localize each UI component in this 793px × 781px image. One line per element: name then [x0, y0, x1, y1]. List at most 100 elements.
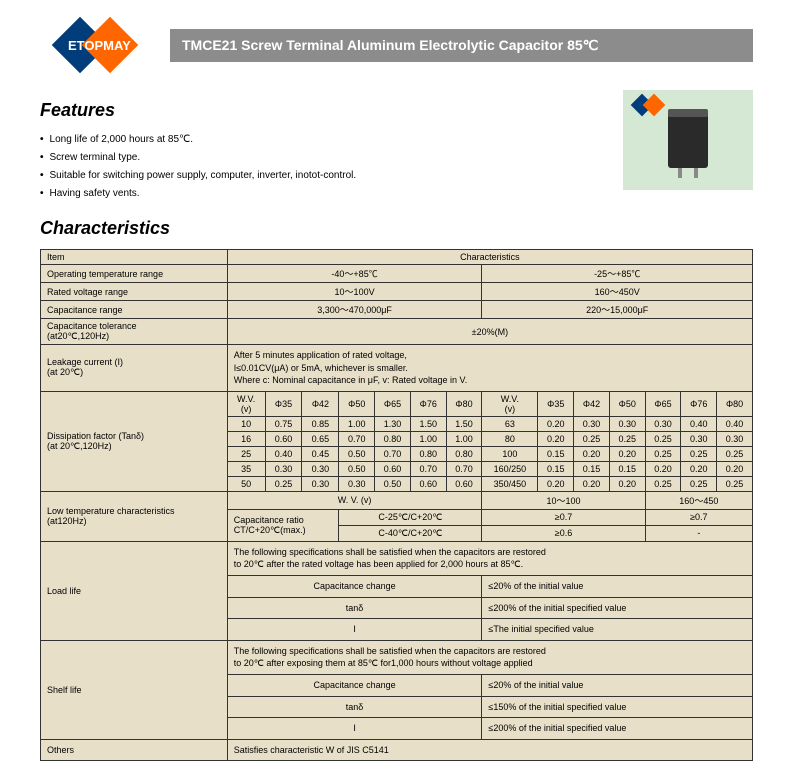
diss-val: 1.30 [375, 416, 411, 431]
op-temp-label: Operating temperature range [41, 265, 228, 283]
ll-i: I [227, 619, 482, 641]
others-v: Satisfies characteristic W of JIS C5141 [227, 739, 752, 761]
lt-r1-v1: ≥0.7 [482, 509, 645, 525]
others-label: Others [41, 739, 228, 761]
lt-r1-v2: ≥0.7 [645, 509, 752, 525]
diss-val: 0.50 [375, 476, 411, 491]
diss-val: 0.25 [681, 446, 717, 461]
dissipation-label: Dissipation factor (Tanδ) (at 20℃,120Hz) [41, 391, 228, 491]
diss-val: 0.25 [645, 476, 681, 491]
diss-val: 0.30 [339, 476, 375, 491]
op-temp-v1: -40～+85℃ [227, 265, 482, 283]
feature-item: Suitable for switching power supply, com… [40, 167, 356, 185]
diss-val: 0.25 [645, 446, 681, 461]
diss-val: 0.50 [339, 461, 375, 476]
diss-val: 0.30 [645, 416, 681, 431]
diss-val: 0.70 [339, 431, 375, 446]
diss-hl-0: Φ35 [265, 391, 302, 416]
diss-val: 0.60 [375, 461, 411, 476]
header: ETOPMAY TMCE21 Screw Terminal Aluminum E… [40, 20, 753, 70]
diss-val: 0.25 [265, 476, 302, 491]
diss-val: 0.30 [717, 431, 753, 446]
cap-range-v2: 220～15,000μF [482, 301, 753, 319]
diss-val: 1.00 [339, 416, 375, 431]
lt-r2-v2: - [645, 525, 752, 541]
diss-val: 0.30 [574, 416, 610, 431]
lt-r2-v1: ≥0.6 [482, 525, 645, 541]
sl-i-v: ≤200% of the initial specified value [482, 718, 753, 740]
diss-wv-l: 35 [227, 461, 265, 476]
diss-val: 0.25 [717, 446, 753, 461]
diss-val: 0.45 [302, 446, 339, 461]
shelf-life-note: The following specifications shall be sa… [227, 640, 752, 674]
diss-hr-2: Φ50 [609, 391, 645, 416]
feature-item: Screw terminal type. [40, 149, 356, 167]
diss-hr-5: Φ80 [717, 391, 753, 416]
diss-val: 0.70 [446, 461, 482, 476]
ll-cap-change-v: ≤20% of the initial value [482, 575, 753, 597]
diss-val: 0.15 [574, 461, 610, 476]
diss-val: 0.30 [302, 461, 339, 476]
diss-val: 0.85 [302, 416, 339, 431]
diss-val: 0.20 [574, 446, 610, 461]
diss-wv-l: 10 [227, 416, 265, 431]
rated-v-label: Rated voltage range [41, 283, 228, 301]
low-temp-label: Low temperature characteristics (at120Hz… [41, 491, 228, 541]
diss-val: 0.20 [538, 476, 574, 491]
diss-val: 0.30 [302, 476, 339, 491]
diss-val: 0.75 [265, 416, 302, 431]
sl-cap-change-v: ≤20% of the initial value [482, 674, 753, 696]
wv-head-left: W.V. (v) [227, 391, 265, 416]
page: ETOPMAY TMCE21 Screw Terminal Aluminum E… [0, 0, 793, 781]
features-row: Features Long life of 2,000 hours at 85℃… [40, 90, 753, 203]
diss-val: 0.15 [538, 446, 574, 461]
ll-tan: tanδ [227, 597, 482, 619]
lt-r2-label: C-40℃/C+20℃ [339, 525, 482, 541]
diss-wv-l: 16 [227, 431, 265, 446]
characteristics-heading: Characteristics [40, 218, 753, 239]
leakage-label: Leakage current (I) (at 20℃) [41, 345, 228, 392]
diss-wv-r: 63 [482, 416, 538, 431]
logo: ETOPMAY [40, 20, 160, 70]
diss-hl-5: Φ80 [446, 391, 482, 416]
diss-val: 0.20 [609, 446, 645, 461]
diss-val: 1.00 [410, 431, 446, 446]
sl-cap-change: Capacitance change [227, 674, 482, 696]
lt-range2: 160～450 [645, 491, 752, 509]
cap-tol-label: Capacitance tolerance (at20℃,120Hz) [41, 319, 228, 345]
leakage-note: After 5 minutes application of rated vol… [227, 345, 752, 392]
diss-val: 0.70 [410, 461, 446, 476]
diss-val: 0.65 [302, 431, 339, 446]
diss-wv-r: 160/250 [482, 461, 538, 476]
rated-v-v2: 160～450V [482, 283, 753, 301]
diss-hl-4: Φ76 [410, 391, 446, 416]
diss-val: 1.50 [446, 416, 482, 431]
sl-tan: tanδ [227, 696, 482, 718]
ll-cap-change: Capacitance change [227, 575, 482, 597]
diss-val: 0.25 [574, 431, 610, 446]
diss-val: 0.80 [410, 446, 446, 461]
rated-v-v1: 10～100V [227, 283, 482, 301]
cap-range-v1: 3,300～470,000μF [227, 301, 482, 319]
col-item: Item [41, 250, 228, 265]
diss-val: 0.30 [681, 431, 717, 446]
diss-val: 1.00 [446, 431, 482, 446]
sl-tan-v: ≤150% of the initial specified value [482, 696, 753, 718]
lt-r1-label: C-25℃/C+20℃ [339, 509, 482, 525]
diss-wv-l: 50 [227, 476, 265, 491]
diss-val: 0.25 [681, 476, 717, 491]
diss-val: 0.20 [717, 461, 753, 476]
diss-val: 0.25 [609, 431, 645, 446]
feature-item: Having safety vents. [40, 185, 356, 203]
capacitor-icon [668, 113, 708, 168]
diss-hl-2: Φ50 [339, 391, 375, 416]
diss-val: 0.50 [339, 446, 375, 461]
diss-val: 0.20 [609, 476, 645, 491]
diss-val: 0.15 [609, 461, 645, 476]
wv-head: W. V. (v) [227, 491, 482, 509]
diss-wv-r: 350/450 [482, 476, 538, 491]
ll-i-v: ≤The initial specified value [482, 619, 753, 641]
diss-val: 0.15 [538, 461, 574, 476]
features-list: Long life of 2,000 hours at 85℃. Screw t… [40, 131, 356, 203]
diss-wv-l: 25 [227, 446, 265, 461]
